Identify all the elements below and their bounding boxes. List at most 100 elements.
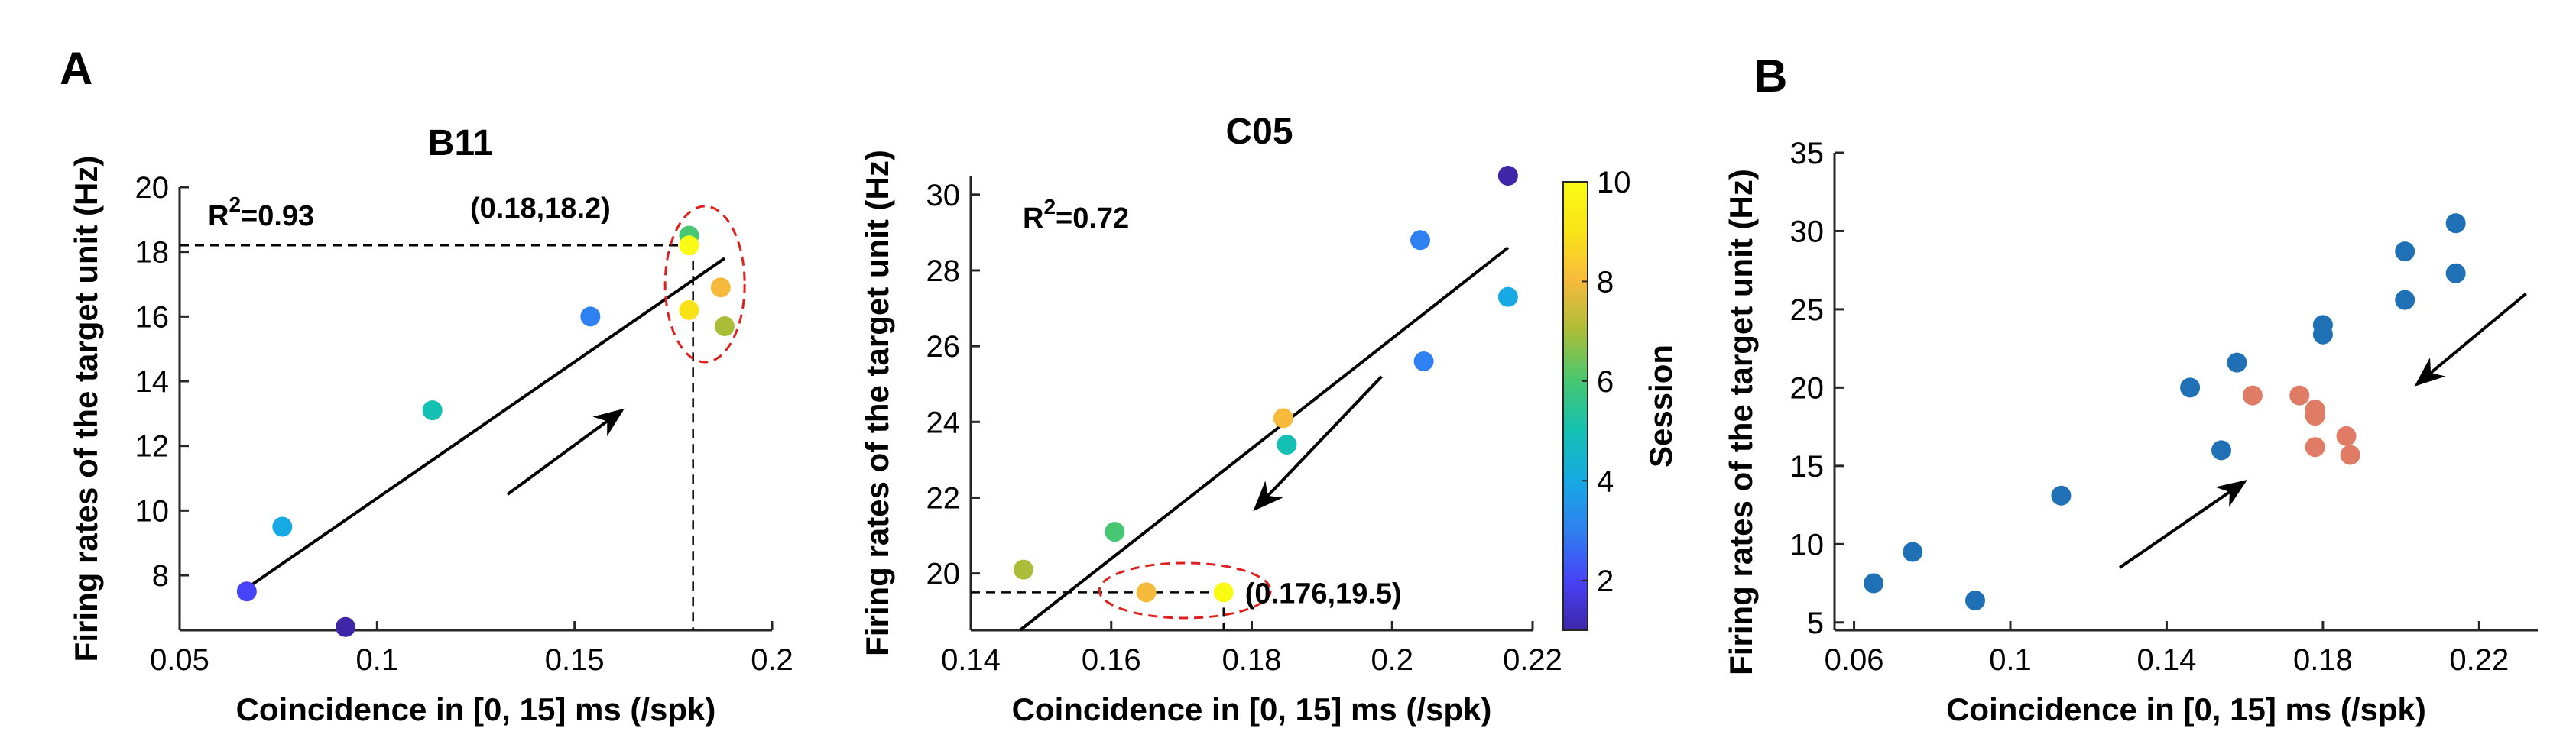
- data-point-b11: [1903, 542, 1923, 562]
- colorbar: [1562, 181, 1588, 631]
- data-point: [1277, 435, 1297, 455]
- x-tick-label: 0.1: [1989, 643, 2032, 677]
- chart-b11: 0.05 0.1 0.15 0.2 8 10 12 14 16 18 20 Coincidence i…: [68, 123, 793, 727]
- data-point-c05: [2289, 385, 2310, 406]
- colorbar-tick-label: 4: [1597, 464, 1614, 498]
- panel-label-a: A: [60, 43, 92, 94]
- trend-arrow: [2414, 292, 2527, 387]
- x-tick-label: 0.05: [150, 643, 209, 677]
- trend-arrow: [506, 408, 625, 496]
- data-point-c05: [2305, 406, 2325, 426]
- point-coordinate-label: (0.18,18.2): [470, 193, 611, 225]
- r-squared-value: =0.93: [241, 200, 314, 232]
- y-tick-label: 5: [1807, 607, 1824, 640]
- colorbar-tick-label: 10: [1597, 166, 1631, 199]
- x-tick-label: 0.18: [2293, 643, 2353, 677]
- x-axis-label: Coincidence in [0, 15] ms (/spk): [1946, 691, 2426, 727]
- r-squared-label: R2=0.93: [208, 193, 314, 232]
- x-axis-label: Coincidence in [0, 15] ms (/spk): [236, 691, 716, 727]
- y-tick-label: 20: [1790, 371, 1825, 405]
- y-tick-label: 30: [926, 179, 961, 212]
- y-tick-label: 16: [135, 300, 170, 334]
- data-point-b11: [2227, 352, 2247, 373]
- data-point-b11: [2211, 440, 2231, 461]
- y-tick-label: 10: [135, 494, 170, 528]
- r-superscript: 2: [229, 193, 241, 216]
- data-point: [422, 400, 443, 421]
- data-point-c05: [2305, 437, 2325, 458]
- data-point-b11: [2445, 263, 2466, 283]
- data-point: [1410, 230, 1430, 251]
- data-point: [1136, 582, 1157, 603]
- data-point: [710, 277, 731, 298]
- y-tick-label: 18: [135, 236, 170, 270]
- y-axis-label: Firing rates of the target unit (Hz): [1723, 169, 1759, 675]
- data-point: [715, 316, 735, 337]
- data-point-b11: [2312, 324, 2333, 345]
- data-point: [1497, 286, 1518, 307]
- data-point: [1013, 559, 1033, 580]
- data-point-b11: [2395, 241, 2415, 262]
- data-point: [580, 306, 601, 327]
- colorbar-tick-label: 6: [1597, 365, 1614, 399]
- data-point: [336, 616, 355, 637]
- data-point: [1497, 166, 1518, 186]
- y-axis-label: Firing rates of the target unit (Hz): [68, 156, 104, 662]
- y-tick-label: 35: [1790, 137, 1825, 170]
- y-axis-label: Firing rates of the target unit (Hz): [859, 150, 895, 656]
- data-point-c05: [2242, 385, 2263, 406]
- y-tick-label: 20: [135, 171, 170, 205]
- y-tick-label: 8: [152, 559, 169, 593]
- data-point-b11: [2395, 290, 2415, 310]
- chart-title: C05: [1225, 112, 1293, 152]
- point-coordinate-label: (0.176,19.5): [1245, 578, 1402, 610]
- data-point: [1213, 582, 1234, 603]
- colorbar-tick-label: 2: [1597, 565, 1614, 598]
- x-tick-label: 0.15: [545, 643, 605, 677]
- data-point: [679, 299, 699, 320]
- highlight-ellipse: [663, 205, 746, 364]
- fit-line: [245, 257, 726, 590]
- y-tick-label: 30: [1790, 215, 1825, 248]
- data-point-c05: [2336, 426, 2357, 446]
- highlight-ellipse: [1098, 561, 1272, 620]
- y-tick-label: 26: [926, 330, 961, 364]
- r-squared-label: R2=0.72: [1023, 195, 1129, 235]
- x-tick-label: 0.14: [941, 643, 1001, 677]
- data-point-b11: [1864, 573, 1884, 594]
- data-point: [1105, 522, 1125, 542]
- trend-arrow: [2118, 480, 2247, 569]
- x-axis-label: Coincidence in [0, 15] ms (/spk): [1012, 691, 1492, 727]
- y-tick-label: 12: [135, 430, 170, 464]
- x-tick-label: 0.1: [356, 643, 399, 677]
- chart-c05: 0.14 0.16 0.18 0.2 0.22202224262830Coinciden…: [859, 112, 1679, 727]
- chart-combined: 0.06 0.1 0.14 0.18 0.22 5 10 15 20 25 30 35 Coincide…: [1723, 137, 2538, 727]
- x-tick-label: 0.16: [1082, 643, 1141, 677]
- r-symbol: R: [208, 200, 229, 232]
- data-point-b11: [2445, 213, 2466, 234]
- chart-title: B11: [428, 123, 493, 163]
- data-point-b11: [1965, 591, 1985, 611]
- data-point-b11: [2051, 485, 2072, 506]
- x-tick-label: 0.2: [1371, 643, 1413, 677]
- y-tick-label: 25: [1790, 293, 1825, 327]
- panel-label-b: B: [1754, 50, 1787, 102]
- x-tick-label: 0.2: [751, 643, 793, 677]
- colorbar-label: Session: [1643, 345, 1679, 468]
- colorbar-tick-label: 8: [1597, 265, 1614, 299]
- data-point: [679, 235, 699, 256]
- data-point-c05: [2340, 445, 2360, 465]
- y-tick-label: 28: [926, 254, 961, 288]
- y-tick-label: 20: [926, 558, 961, 591]
- data-point-b11: [2180, 377, 2201, 398]
- x-tick-label: 0.22: [1503, 643, 1562, 677]
- r-squared-value: =0.72: [1056, 202, 1129, 235]
- r-superscript: 2: [1043, 195, 1056, 218]
- r-symbol: R: [1023, 202, 1043, 235]
- x-tick-label: 0.06: [1825, 643, 1884, 677]
- y-tick-label: 10: [1790, 528, 1825, 561]
- data-point: [236, 581, 257, 602]
- data-point: [1413, 351, 1434, 371]
- x-tick-label: 0.22: [2449, 643, 2509, 677]
